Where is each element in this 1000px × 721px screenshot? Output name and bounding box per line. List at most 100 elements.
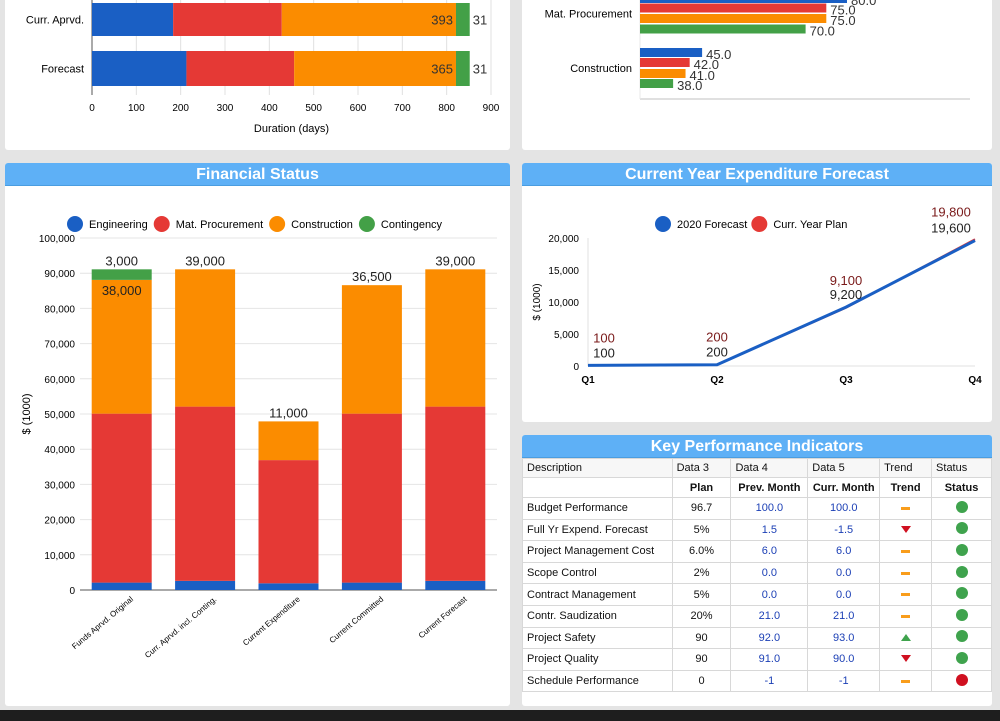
status-green-icon bbox=[955, 608, 968, 621]
kpi-panel: Key Performance Indicators Description Da… bbox=[522, 435, 992, 706]
data-label: 393 bbox=[431, 13, 453, 28]
legend-label: 2020 Forecast bbox=[677, 219, 747, 231]
kpi-trend bbox=[879, 583, 933, 606]
expenditure-chart: 2020 Forecast Curr. Year Plan 0 5,000 10,000… bbox=[532, 204, 982, 386]
x-tick-label: 100 bbox=[128, 103, 145, 114]
x-tick-label: Funds Aprvd. Original bbox=[70, 595, 135, 651]
table-row: Budget Performance 96.7 100.0 100.0 bbox=[522, 497, 992, 520]
data-label: 80.0 bbox=[851, 0, 876, 8]
x-tick-label: 0 bbox=[89, 103, 95, 114]
status-green-icon bbox=[955, 565, 968, 578]
x-tick-label: 800 bbox=[438, 103, 455, 114]
data-label: 200 bbox=[706, 345, 728, 360]
kpi-description: Scope Control bbox=[522, 561, 673, 585]
category-label: Curr. Aprvd. bbox=[26, 15, 84, 27]
bar bbox=[640, 69, 686, 78]
y-tick-label: 15,000 bbox=[548, 266, 579, 277]
kpi-trend bbox=[879, 648, 933, 671]
x-tick-label: 900 bbox=[483, 103, 500, 114]
data-label: 9,200 bbox=[830, 287, 863, 302]
kpi-description: Project Safety bbox=[522, 626, 673, 650]
kpi-prev-month: 21.0 bbox=[730, 604, 809, 628]
category-label: Construction bbox=[570, 63, 632, 75]
y-tick-label: 0 bbox=[573, 362, 579, 373]
kpi-status bbox=[931, 583, 992, 606]
data-label: 100 bbox=[593, 345, 615, 360]
kpi-description: Budget Performance bbox=[522, 497, 673, 520]
y-tick-label: 50,000 bbox=[44, 410, 75, 421]
column-header bbox=[522, 477, 673, 498]
kpi-table: Description Data 3 Data 4 Data 5 Trend Status… bbox=[522, 458, 992, 693]
kpi-status bbox=[931, 626, 992, 650]
status-green-icon bbox=[955, 587, 968, 600]
bar-segment bbox=[173, 3, 282, 36]
bar-segment bbox=[341, 413, 402, 583]
legend-engineering-icon bbox=[67, 216, 83, 232]
data-label: 75.0 bbox=[830, 3, 855, 18]
bar bbox=[640, 48, 703, 57]
series-line bbox=[587, 239, 976, 367]
kpi-status bbox=[931, 648, 992, 671]
kpi-plan: 6.0% bbox=[671, 540, 732, 563]
x-tick-label: Curr. Aprvd. incl. Conting. bbox=[143, 595, 218, 660]
legend-label: Contingency bbox=[381, 219, 443, 231]
financial-chart: Engineering Mat. Procurement Construction C… bbox=[21, 216, 497, 660]
kpi-title: Key Performance Indicators bbox=[522, 435, 992, 458]
progress-chart: Mat. Procurement80.075.075.070.0Construc… bbox=[545, 0, 970, 100]
status-green-icon bbox=[955, 630, 968, 643]
kpi-description: Schedule Performance bbox=[522, 669, 673, 693]
kpi-description: Contract Management bbox=[522, 583, 673, 606]
bar-segment bbox=[341, 285, 402, 414]
data-label: 31 bbox=[473, 13, 487, 28]
kpi-status bbox=[931, 497, 992, 520]
bar-segment bbox=[281, 3, 456, 36]
kpi-description: Project Management Cost bbox=[522, 540, 673, 563]
y-tick-label: 20,000 bbox=[44, 516, 75, 527]
duration-panel: 0 100 200 300 400 500 600 700 800 900 Curr. Aprvd.… bbox=[5, 0, 510, 150]
bar-segment bbox=[341, 582, 402, 590]
y-tick-label: 40,000 bbox=[44, 445, 75, 456]
data-label: 75.0 bbox=[830, 13, 855, 28]
y-tick-label: 80,000 bbox=[44, 304, 75, 315]
legend-label: Engineering bbox=[89, 219, 148, 231]
bar bbox=[640, 0, 847, 3]
bar-segment bbox=[258, 460, 319, 584]
y-tick-label: 10,000 bbox=[548, 298, 579, 309]
kpi-plan: 90 bbox=[671, 648, 732, 671]
bar-segment bbox=[91, 582, 152, 590]
column-header: Description bbox=[522, 458, 673, 478]
data-label: 3,000 bbox=[105, 253, 138, 268]
bar-segment bbox=[175, 406, 236, 581]
kpi-trend bbox=[879, 497, 933, 520]
data-label: 200 bbox=[706, 330, 728, 345]
legend-2020-forecast-icon bbox=[655, 216, 671, 232]
financial-title: Financial Status bbox=[5, 163, 510, 186]
category-label: Mat. Procurement bbox=[545, 9, 632, 21]
y-tick-label: 5,000 bbox=[554, 330, 579, 341]
kpi-prev-month: 100.0 bbox=[730, 497, 809, 520]
kpi-status bbox=[931, 561, 992, 585]
x-tick-label: 300 bbox=[217, 103, 234, 114]
column-header: Trend bbox=[879, 477, 933, 498]
x-tick-label: Current Committed bbox=[328, 595, 386, 645]
x-tick-label: Q2 bbox=[710, 375, 724, 386]
expenditure-title: Current Year Expenditure Forecast bbox=[522, 163, 992, 186]
legend-mat-procurement-icon bbox=[153, 216, 170, 232]
bar bbox=[640, 14, 827, 23]
kpi-plan: 2% bbox=[671, 561, 732, 585]
kpi-curr-month: -1 bbox=[807, 669, 881, 693]
column-header: Status bbox=[931, 477, 992, 498]
trend-flat-icon bbox=[901, 506, 911, 510]
bar-segment bbox=[455, 3, 470, 36]
kpi-prev-month: 92.0 bbox=[730, 626, 809, 650]
data-label: 11,000 bbox=[269, 405, 308, 420]
kpi-prev-month: 91.0 bbox=[730, 648, 809, 671]
x-tick-label: Current Expenditure bbox=[241, 594, 302, 647]
bar-segment bbox=[258, 421, 319, 461]
column-header: Status bbox=[931, 458, 992, 478]
data-label: 38.0 bbox=[677, 78, 702, 93]
kpi-prev-month: 6.0 bbox=[730, 540, 809, 563]
kpi-description: Project Quality bbox=[522, 648, 673, 671]
bar-segment bbox=[92, 3, 174, 36]
bar-segment bbox=[175, 269, 236, 407]
